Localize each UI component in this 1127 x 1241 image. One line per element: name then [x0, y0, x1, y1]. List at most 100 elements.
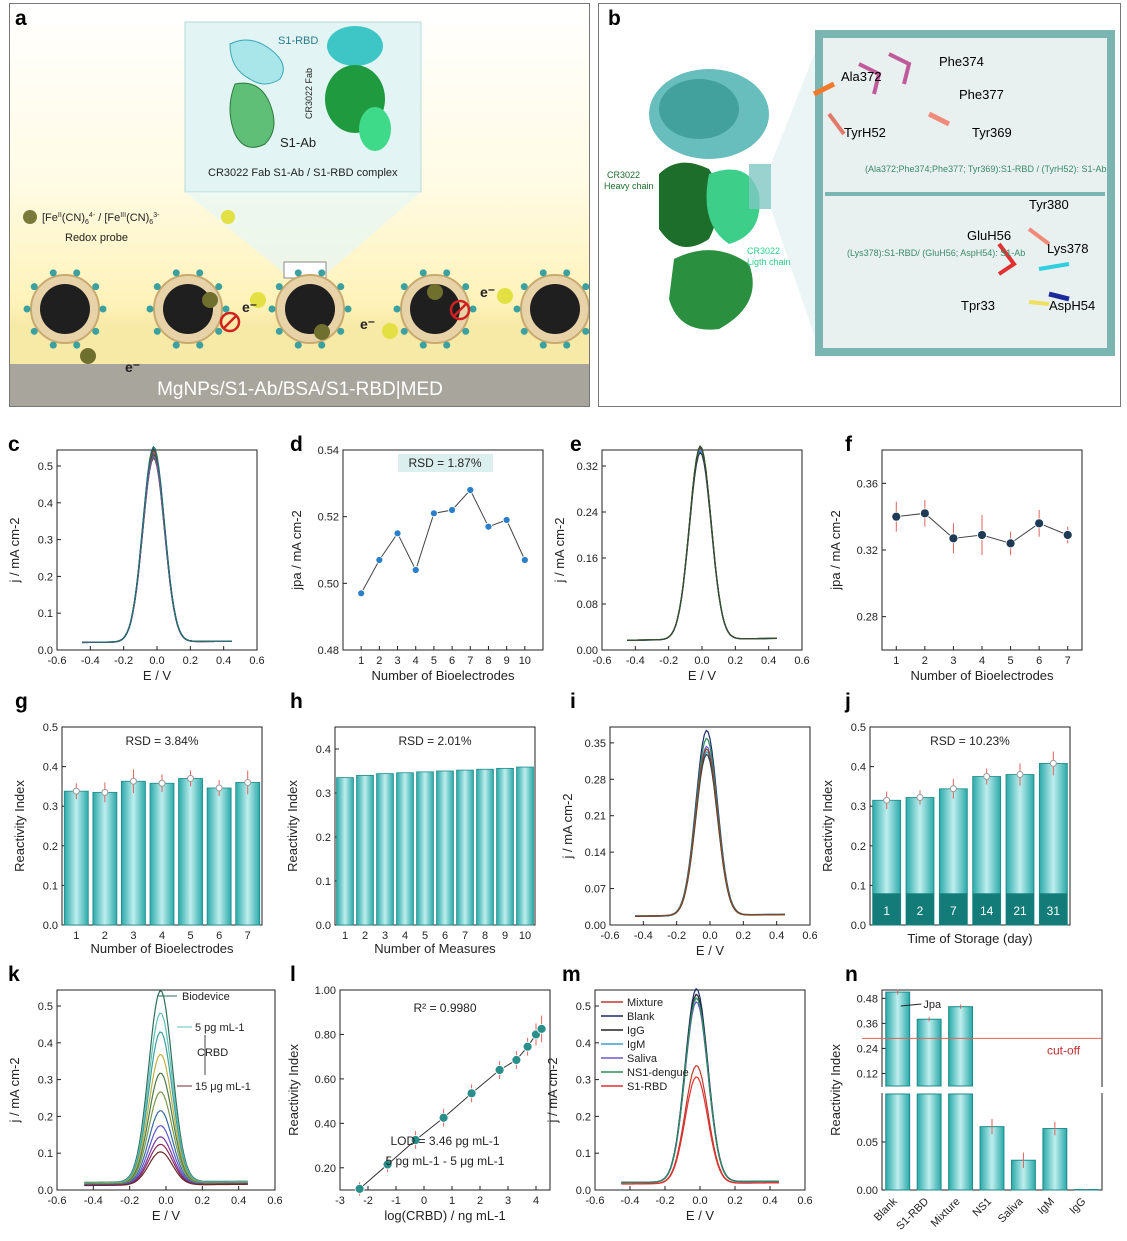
antibody-mark — [582, 283, 589, 291]
x-tick-label: 0.2 — [727, 1195, 742, 1207]
data-point — [977, 530, 987, 540]
bar-base — [1039, 893, 1068, 925]
x-tick-label: 0.2 — [195, 1195, 210, 1207]
y-tick-label: 0.4 — [38, 498, 53, 510]
antibody-mark — [49, 269, 57, 277]
x-axis-label: E / V — [696, 943, 725, 958]
y-axis-label: j / mA cm-2 — [552, 517, 567, 583]
plot-frame — [342, 449, 544, 651]
x-tick-label: 7 — [462, 930, 468, 942]
series-line — [84, 1012, 248, 1184]
s1ab-label: S1-Ab — [280, 135, 316, 150]
series-line — [627, 451, 778, 641]
x-tick-label: 10 — [519, 655, 531, 667]
blocked-icon — [219, 311, 241, 333]
x-tick-label: 0.4 — [769, 930, 784, 942]
chart-panel-h: 0.0 0.1 0.2 0.3 0.4 1 2 3 4 5 6 7 8 9 10 Number of Meas… — [285, 726, 536, 956]
series-line — [82, 453, 232, 643]
y-tick-label: 0.4 — [316, 744, 331, 756]
chart-panel-e: -0.6 -0.4 -0.2 0.0 0.2 0.4 0.6 0.00 0.08 0.16 0.24… — [552, 445, 810, 683]
schematic-panel-a: S1-RBD CR3022 Fab S1-Ab CR3022 Fab S1-Ab… — [9, 3, 590, 407]
peak-label: Jpa — [923, 999, 942, 1011]
rsd-box — [398, 454, 493, 472]
x-tick-label: 5 — [1008, 655, 1014, 667]
y-tick-label: 0.80 — [315, 1029, 336, 1041]
x-tick-label: 4 — [402, 930, 408, 942]
x-tick-label: NS1 — [970, 1196, 994, 1220]
res-tpr33: Tpr33 — [961, 298, 995, 313]
plot-frame — [334, 726, 536, 926]
panel-label-e: e — [570, 433, 582, 456]
x-tick-label: -1 — [391, 1195, 401, 1207]
y-tick-label: 0.00 — [585, 920, 606, 932]
x-axis-label: E / V — [686, 1208, 715, 1223]
y-tick-label: 0.32 — [577, 461, 598, 473]
series-line — [626, 449, 777, 641]
y-tick-label: 0.28 — [585, 774, 606, 786]
antibody-mark — [419, 341, 427, 349]
bar-base — [872, 893, 901, 925]
bar — [885, 1093, 911, 1191]
plot-frame — [601, 449, 803, 651]
bar-base — [906, 893, 934, 925]
complex-caption: CR3022 Fab S1-Ab / S1-RBD complex — [208, 167, 398, 179]
x-tick-label: 6 — [216, 930, 222, 942]
series-line — [82, 445, 232, 643]
electrode-label: MgNPs/S1-Ab/BSA/S1-RBD|MED — [157, 379, 443, 400]
x-tick-label: 0.6 — [267, 1195, 282, 1207]
nanoparticle-row: e⁻ e⁻ e⁻ e⁻ — [23, 269, 589, 375]
antibody-mark — [520, 283, 528, 291]
x-tick-label: 3 — [382, 930, 388, 942]
y-axis-label: Reactivity Index — [12, 780, 27, 872]
antibody-mark — [99, 305, 107, 313]
x-tick-label: 7 — [1065, 655, 1071, 667]
y-axis-label: Reactivity Index — [820, 780, 835, 872]
chart-panel-g: 0.0 0.1 0.2 0.3 0.4 0.5 1 2 3 4 5 6 7 Number of Bioel… — [12, 722, 263, 956]
protein-surface-right — [325, 26, 391, 151]
y-tick-label: 0.3 — [38, 1075, 53, 1087]
antibody-mark — [268, 305, 276, 313]
redox-probe-mark — [314, 324, 330, 340]
x-tick-label: IgG — [1067, 1196, 1088, 1217]
legend-label: S1-RBD — [627, 1081, 667, 1093]
y-tick-label: 0.52 — [318, 512, 339, 524]
redox-probe-mark — [427, 284, 443, 300]
x-axis-label: Time of Storage (day) — [907, 931, 1032, 946]
y-tick-label: 0.1 — [851, 880, 866, 892]
nanoparticle-core — [163, 284, 213, 334]
series-line — [82, 447, 232, 643]
y-tick-label: 0.35 — [585, 738, 606, 750]
x-tick-label: 3 — [130, 930, 136, 942]
data-point — [466, 1088, 477, 1099]
x-tick-label: 2 — [477, 1195, 483, 1207]
legend-label: 15 μg mL-1 — [195, 1081, 251, 1093]
x-tick-label: 4 — [533, 1195, 539, 1207]
plot-frame — [56, 449, 258, 651]
data-point — [484, 522, 493, 531]
series-line — [81, 449, 232, 643]
rsd-annotation: RSD = 1.87% — [408, 456, 481, 470]
y-tick-label: 0.1 — [576, 1148, 591, 1160]
x-tick-label: Blank — [872, 1195, 900, 1223]
data-point — [466, 486, 475, 494]
redox-formula: [FeII(CN)64- / [FeIII(CN)63- — [42, 212, 160, 226]
antibody-mark — [294, 341, 302, 349]
x-tick-label: 2 — [102, 930, 108, 942]
antibody-mark — [469, 305, 477, 313]
series-line — [82, 457, 232, 644]
panel-label-i: i — [570, 690, 576, 713]
bar — [948, 1093, 974, 1191]
plot-frame — [339, 989, 551, 1191]
bar — [178, 778, 203, 926]
y-tick-label: 0.5 — [38, 1001, 53, 1013]
x-tick-label: S1-RBD — [894, 1196, 931, 1233]
bar-marker — [883, 796, 891, 804]
x-tick-label: 0.6 — [249, 655, 264, 667]
x-tick-label: -3 — [335, 1195, 345, 1207]
antibody-mark — [275, 327, 283, 335]
x-tick-label: Mixture — [929, 1196, 963, 1230]
x-tick-label: 9 — [502, 930, 508, 942]
bar — [121, 780, 146, 926]
antibody-mark — [563, 341, 571, 349]
antibody-mark — [400, 327, 408, 335]
